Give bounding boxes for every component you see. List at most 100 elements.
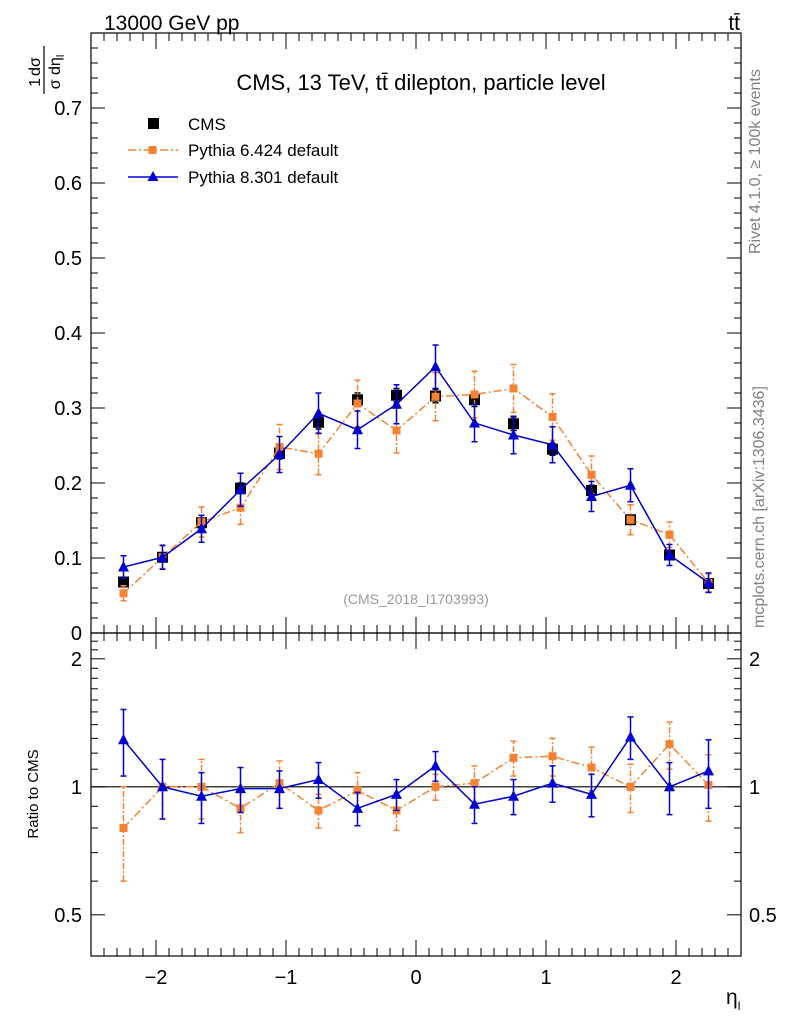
legend-pythia8-label: Pythia 8.301 default — [188, 168, 339, 187]
ratio-pythia8-point — [664, 780, 675, 792]
analysis-id: (CMS_2018_I1703993) — [343, 591, 489, 607]
ratio-pythia8-point — [547, 777, 558, 788]
main-y-tick-label: 0 — [71, 623, 82, 645]
pythia8-point — [547, 438, 558, 450]
ratio-y-tick-label: 0.5 — [54, 905, 82, 927]
pythia6-point — [509, 384, 518, 393]
ratio-pythia8-point — [313, 773, 324, 785]
ratio-pythia6-point — [431, 782, 440, 791]
ratio-pythia8-point — [274, 782, 285, 794]
ratio-pythia6-line — [122, 743, 710, 829]
ratio-pythia6-point — [353, 786, 362, 795]
pythia6-line — [122, 387, 710, 594]
pythia8-point — [625, 479, 636, 490]
ratio-pythia6-point — [470, 779, 479, 788]
ratio-pythia6-point — [665, 740, 674, 749]
ratio-y-tick-label-right: 2 — [749, 649, 760, 671]
ratio-panel: 0.5 0.5 1 1 2 2 −2 −1 0 1 2 Ratio to CMS — [25, 632, 777, 989]
ratio-pythia6-point — [119, 824, 128, 833]
main-y-tick-label: 0.5 — [54, 248, 82, 270]
pythia8-point — [469, 417, 480, 428]
pythia6-point — [353, 399, 362, 408]
legend-entry-pythia6: Pythia 6.424 default — [128, 141, 339, 160]
main-x-ticks — [90, 33, 742, 633]
ratio-pythia8-point — [469, 798, 480, 809]
ratio-pythia8-point — [625, 730, 636, 742]
pythia6-point — [431, 392, 440, 401]
pythia6-point — [470, 390, 479, 399]
pythia6-point — [548, 413, 557, 421]
pythia8-line — [123, 365, 709, 584]
ratio-pythia6-point — [626, 782, 635, 791]
pythia8-point — [703, 576, 714, 588]
pythia8-point — [313, 407, 324, 418]
legend-cms-label: CMS — [188, 115, 226, 134]
ratio-pythia8-point — [157, 780, 168, 792]
ratio-y-tick-label-right: 1 — [749, 777, 760, 799]
legend-entry-pythia8: Pythia 8.301 default — [128, 168, 339, 187]
legend-cms-marker — [148, 118, 159, 129]
ratio-pythia8-point — [352, 802, 363, 813]
ratio-pythia8-point — [508, 790, 519, 801]
ratio-pythia6-point — [587, 763, 596, 772]
legend-pythia6-marker — [148, 146, 157, 154]
ratio-pythia8-point — [118, 733, 129, 745]
ratio-y-tick-label: 2 — [71, 649, 82, 671]
ratio-pythia8-point — [586, 788, 597, 799]
x-tick-label: −2 — [145, 967, 168, 989]
pythia8-point — [274, 448, 285, 459]
ratio-pythia8-line — [122, 735, 709, 810]
main-y-tick-label: 0.7 — [54, 98, 82, 120]
legend-pythia6-label: Pythia 6.424 default — [188, 141, 339, 160]
process-label: tt̄ — [728, 12, 740, 35]
pythia8-point — [235, 483, 246, 495]
beam-label: 13000 GeV pp — [104, 12, 239, 35]
mcplots-label: mcplots.cern.ch [arXiv:1306.3436] — [751, 386, 768, 628]
ratio-pythia8-point — [391, 788, 402, 799]
ratio-pythia8-point — [703, 764, 714, 776]
x-tick-label: 1 — [540, 967, 551, 989]
cms-point — [118, 576, 129, 588]
x-tick-label: −1 — [275, 967, 298, 989]
x-tick-label: 2 — [670, 967, 681, 989]
main-y-tick-label: 0.1 — [54, 548, 82, 570]
pythia6-point — [392, 426, 401, 435]
main-y-tick-label: 0.2 — [54, 473, 82, 495]
pythia8-point — [586, 490, 597, 501]
pythia6-point — [314, 449, 323, 458]
ratio-y-tick-label: 1 — [71, 777, 82, 799]
ratio-pythia6-point — [314, 806, 323, 815]
main-panel: 0 0.1 0.2 0.3 0.4 0.5 0.6 0.7 CMS, 13 TeV, tt̄ … — [27, 32, 742, 645]
pythia8-point — [430, 360, 441, 372]
pythia6-point — [119, 589, 128, 598]
ratio-frame — [90, 632, 742, 957]
main-series — [118, 344, 714, 602]
pythia8-point — [508, 429, 519, 440]
pythia8-point — [664, 549, 675, 560]
y-axis-title-denominator: σ dηl — [47, 55, 67, 90]
ratio-y-axis-title: Ratio to CMS — [25, 749, 42, 838]
ratio-pythia6-point — [548, 752, 557, 761]
ratio-series — [118, 708, 714, 882]
x-axis-title: ηl — [726, 986, 740, 1013]
main-y-tick-label: 0.4 — [54, 323, 82, 345]
main-y-axis-title: 1dσ σ dηl — [27, 46, 67, 94]
chart-title: CMS, 13 TeV, tt̄ dilepton, particle leve… — [236, 70, 605, 95]
ratio-x-axis: −2 −1 0 1 2 — [90, 633, 742, 989]
main-y-tick-label: 0.3 — [54, 398, 82, 420]
ratio-pythia6-point — [509, 753, 518, 762]
pythia6-point — [587, 470, 596, 479]
pythia6-point — [665, 530, 674, 539]
pythia6-point — [626, 515, 635, 524]
pythia8-point — [157, 551, 168, 562]
ratio-pythia8-point — [235, 782, 246, 794]
main-y-tick-label: 0.6 — [54, 173, 82, 195]
legend: CMS Pythia 6.424 default Pythia 8.301 de… — [128, 115, 339, 187]
rivet-version-label: Rivet 4.1.0, ≥ 100k events — [747, 69, 764, 254]
legend-entry-cms: CMS — [148, 115, 226, 134]
pythia8-point — [352, 423, 363, 435]
pythia8-point — [196, 522, 207, 534]
ratio-y-tick-label-right: 0.5 — [749, 905, 777, 927]
pythia8-point — [391, 398, 402, 409]
